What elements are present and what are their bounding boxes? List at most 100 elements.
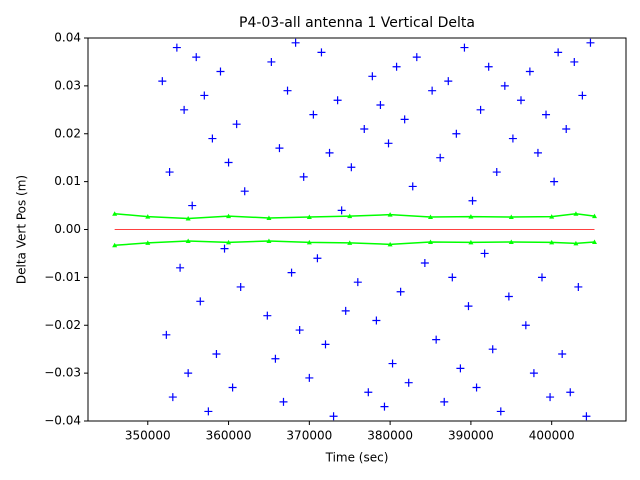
line-marker (591, 239, 597, 244)
data-point (376, 101, 385, 110)
data-point (400, 115, 409, 124)
data-point (220, 244, 229, 253)
y-tick-label: 0.01 (54, 174, 81, 188)
data-point (388, 359, 397, 368)
data-point (586, 38, 595, 47)
y-tick-label: 0.03 (54, 78, 81, 92)
data-point (380, 402, 389, 411)
data-point (500, 81, 509, 90)
data-point (480, 249, 489, 258)
line-marker (468, 239, 474, 245)
y-tick-label: −0.03 (44, 366, 81, 380)
data-point (267, 57, 276, 66)
line-marker (428, 214, 434, 220)
data-point (508, 134, 517, 143)
line-marker (145, 240, 151, 245)
plot-area (112, 38, 597, 421)
y-tick-label: −0.04 (44, 414, 81, 428)
data-point (299, 172, 308, 181)
x-tick-label: 380000 (367, 429, 413, 443)
data-point (456, 364, 465, 373)
data-point (372, 316, 381, 325)
y-tick-label: −0.01 (44, 270, 81, 284)
data-point (279, 397, 288, 406)
data-point (396, 287, 405, 296)
data-point (521, 321, 530, 330)
line-marker (347, 240, 353, 245)
data-point (542, 110, 551, 119)
data-point (337, 206, 346, 215)
data-point (472, 383, 481, 392)
data-point (305, 373, 314, 382)
data-point (180, 105, 189, 114)
data-point (240, 187, 249, 196)
x-tick-label: 370000 (286, 429, 332, 443)
data-point (537, 273, 546, 282)
data-point (496, 407, 505, 416)
data-point (488, 345, 497, 354)
data-point (158, 77, 167, 86)
chart-title: P4-03-all antenna 1 Vertical Delta (239, 15, 475, 31)
data-point (283, 86, 292, 95)
data-point (444, 77, 453, 86)
data-point (432, 335, 441, 344)
data-point (570, 57, 579, 66)
line-marker (573, 211, 579, 216)
data-point (452, 129, 461, 138)
data-point (165, 168, 174, 177)
data-point (287, 268, 296, 277)
y-tick-label: −0.02 (44, 318, 81, 332)
line-marker (306, 239, 312, 245)
data-point (364, 388, 373, 397)
data-point (360, 124, 369, 133)
data-point (353, 278, 362, 287)
line-marker (549, 239, 555, 245)
data-point (224, 158, 233, 167)
data-point (184, 369, 193, 378)
data-point (562, 124, 571, 133)
data-point (504, 292, 513, 301)
data-point (313, 254, 322, 263)
data-point (484, 62, 493, 71)
data-line (114, 212, 595, 220)
data-point (309, 110, 318, 119)
data-point (172, 43, 181, 52)
line-marker (468, 214, 474, 219)
y-tick-label: 0.04 (54, 31, 81, 45)
data-point (317, 48, 326, 57)
data-point (492, 168, 501, 177)
data-point (554, 48, 563, 57)
data-point (525, 67, 534, 76)
data-point (420, 259, 429, 268)
data-point (162, 330, 171, 339)
data-point (448, 273, 457, 282)
data-point (384, 139, 393, 148)
data-point (460, 43, 469, 52)
data-point (404, 378, 413, 387)
data-point (188, 201, 197, 210)
line-marker (306, 214, 312, 220)
data-point (236, 282, 245, 291)
data-point (216, 67, 225, 76)
data-point (321, 340, 330, 349)
data-point (408, 182, 417, 191)
y-tick-label: 0.00 (54, 222, 81, 236)
data-point (271, 354, 280, 363)
data-point (546, 393, 555, 402)
data-point (196, 297, 205, 306)
line-marker (508, 239, 514, 244)
data-point (212, 349, 221, 358)
data-point (295, 326, 304, 335)
data-point (333, 96, 342, 105)
line-marker (573, 240, 579, 246)
data-point (436, 153, 445, 162)
line-marker (387, 241, 393, 247)
data-point (578, 91, 587, 100)
data-point (566, 388, 575, 397)
data-point (428, 86, 437, 95)
data-point (168, 393, 177, 402)
data-point (232, 120, 241, 129)
data-point (263, 311, 272, 320)
line-marker (112, 211, 118, 216)
data-point (574, 282, 583, 291)
